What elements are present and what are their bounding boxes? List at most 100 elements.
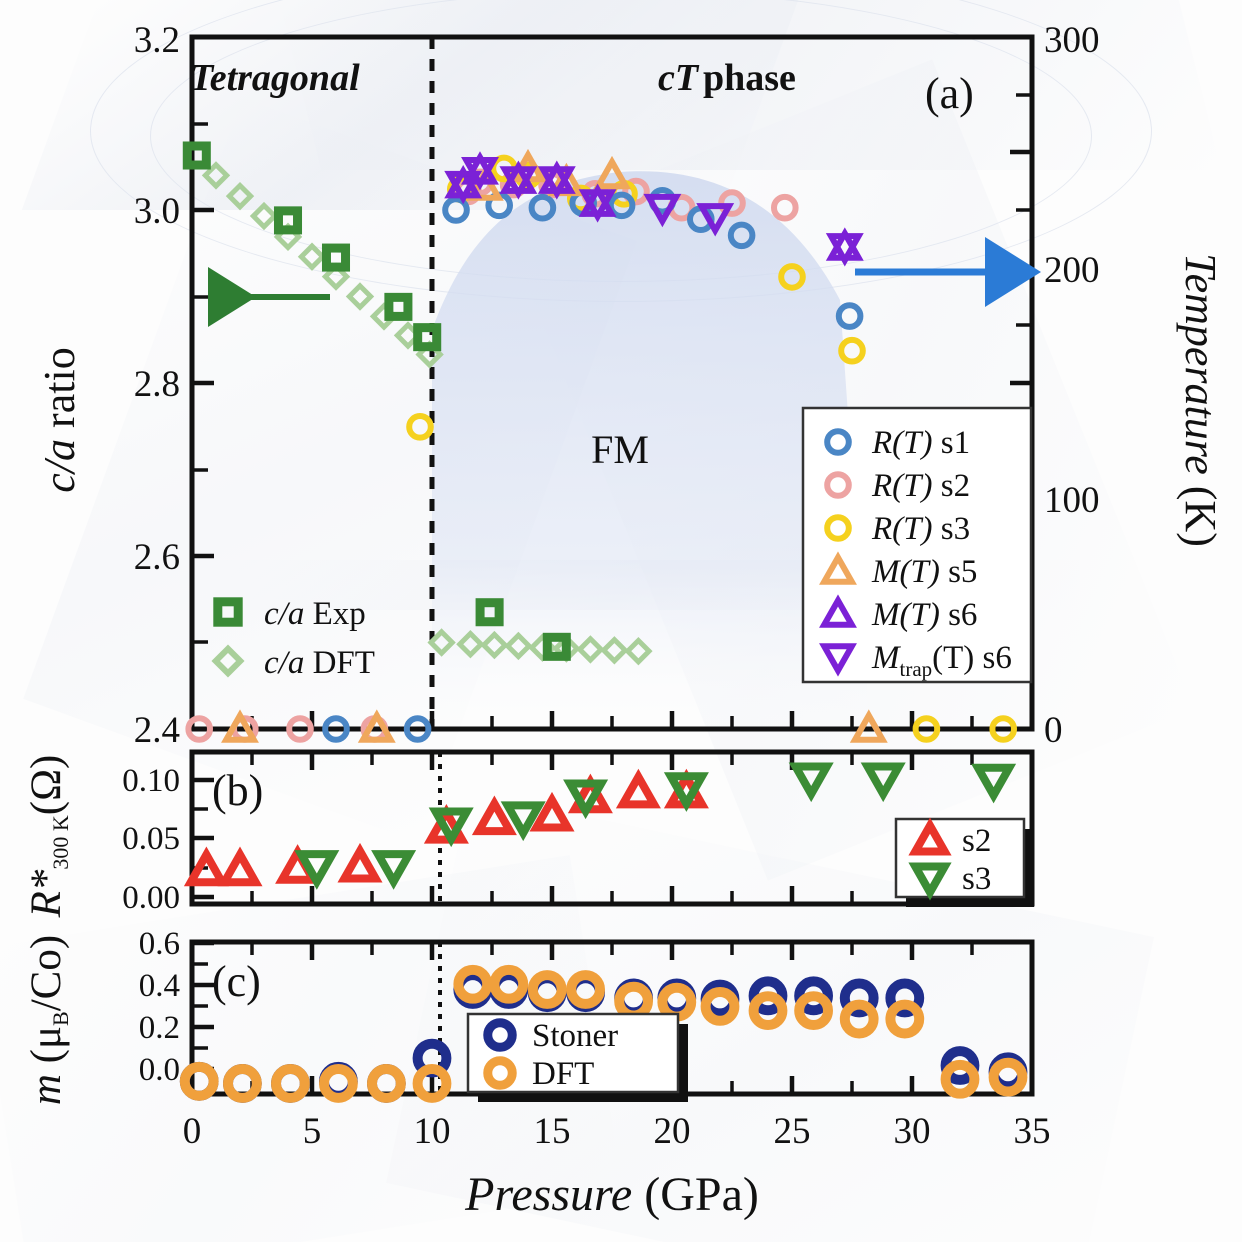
data-marker-triangle-up bbox=[615, 768, 661, 809]
data-marker-triangle-up bbox=[221, 709, 259, 743]
data-marker-circle bbox=[778, 263, 806, 291]
data-marker-triangle-down bbox=[537, 166, 576, 200]
panel-a-datapoints bbox=[182, 141, 1018, 743]
ytick-2-4: 2.4 bbox=[134, 710, 180, 751]
data-marker-diamond bbox=[600, 636, 629, 665]
legend-label: Stoner bbox=[532, 1018, 618, 1054]
svg-text:phase: phase bbox=[703, 57, 796, 99]
ytick-3-0: 3.0 bbox=[134, 191, 180, 232]
data-marker-circle bbox=[748, 991, 788, 1031]
data-marker-circle bbox=[527, 970, 567, 1009]
data-marker-triangle-down bbox=[578, 189, 617, 223]
panel-a-main-legend: R(T) s1 R(T) s2 R(T) s3 M(T) s5 M(T) s6 Mtrap… bbox=[801, 406, 1033, 684]
data-marker-triangle-up bbox=[183, 846, 229, 887]
data-marker-circle bbox=[223, 1064, 262, 1103]
data-marker-diamond bbox=[576, 635, 605, 664]
data-marker-triangle-up bbox=[819, 551, 857, 585]
ctick-04: 0.4 bbox=[139, 968, 180, 1004]
phase-label-ct: cT phase bbox=[658, 57, 796, 99]
legend-label: M(T) s6 bbox=[871, 597, 977, 633]
panel-a-ca-legend: c/a Exp c/a DFT bbox=[211, 596, 375, 681]
fm-region-label: FM bbox=[591, 427, 649, 472]
data-marker-circle bbox=[403, 715, 432, 743]
data-marker-circle bbox=[614, 981, 653, 1021]
svg-text:m (μB/Co): m (μB/Co) bbox=[23, 935, 73, 1105]
data-marker-circle bbox=[271, 1064, 310, 1103]
data-marker-diamond bbox=[225, 181, 255, 211]
data-marker-triangle-up bbox=[819, 594, 857, 628]
data-marker-circle bbox=[700, 986, 740, 1026]
data-marker-circle bbox=[286, 715, 314, 743]
data-marker-circle bbox=[794, 976, 833, 1016]
data-marker-diamond bbox=[624, 636, 653, 666]
data-marker-triangle-down bbox=[563, 779, 609, 820]
legend-label: R(T) s1 bbox=[871, 425, 970, 461]
data-marker-circle bbox=[885, 999, 925, 1039]
data-marker-circle bbox=[406, 413, 434, 441]
svg-text:Temperature (K): Temperature (K) bbox=[1176, 253, 1225, 547]
data-marker-circle bbox=[607, 191, 636, 220]
data-marker-circle bbox=[367, 1064, 406, 1103]
xtick-35: 35 bbox=[1014, 1111, 1051, 1152]
data-marker-triangle-down bbox=[819, 643, 857, 677]
data-marker-triangle-down bbox=[428, 807, 474, 848]
data-marker-diamond bbox=[480, 630, 509, 660]
data-marker-circle bbox=[940, 1046, 980, 1085]
legend-label: R(T) s3 bbox=[871, 511, 970, 547]
data-marker-circle bbox=[771, 193, 799, 222]
xtick-10: 10 bbox=[414, 1111, 451, 1152]
data-marker-square bbox=[321, 243, 351, 272]
data-marker-circle bbox=[319, 1064, 358, 1103]
data-marker-triangle-down bbox=[908, 862, 952, 901]
svg-text:R*300 K(Ω): R*300 K(Ω) bbox=[23, 755, 73, 919]
data-marker-diamond bbox=[297, 242, 327, 271]
data-marker-circle bbox=[824, 428, 852, 456]
panel-c-y-ticklabels: 0.0 0.2 0.4 0.6 bbox=[139, 926, 180, 1088]
xtick-25: 25 bbox=[774, 1111, 811, 1152]
panel-b-y-ticklabels: 0.00 0.05 0.10 bbox=[122, 763, 180, 916]
data-marker-circle bbox=[824, 471, 852, 499]
data-marker-circle bbox=[885, 978, 925, 1018]
data-marker-circle bbox=[566, 970, 605, 1009]
fm-dome-shading bbox=[432, 171, 870, 730]
xtick-15: 15 bbox=[534, 1111, 571, 1152]
data-marker-triangle-down bbox=[499, 166, 538, 200]
panel-b-label: (b) bbox=[212, 766, 263, 815]
data-marker-triangle-down bbox=[696, 203, 735, 237]
data-marker-circle bbox=[912, 715, 941, 743]
data-marker-circle bbox=[483, 1018, 517, 1052]
data-marker-circle bbox=[838, 336, 866, 365]
data-marker-circle bbox=[622, 177, 650, 206]
y2tick-300: 300 bbox=[1044, 20, 1100, 61]
data-marker-square bbox=[182, 141, 211, 170]
y2tick-200: 200 bbox=[1044, 250, 1100, 291]
data-marker-triangle-down bbox=[461, 156, 499, 191]
data-marker-diamond bbox=[321, 262, 351, 291]
x-ticklabels: 0 5 10 15 20 25 30 35 bbox=[183, 1111, 1051, 1152]
data-marker-circle bbox=[657, 982, 697, 1022]
data-marker-circle bbox=[989, 715, 1018, 743]
data-marker-circle bbox=[839, 999, 879, 1039]
data-marker-circle bbox=[412, 1064, 452, 1103]
data-marker-circle bbox=[940, 1059, 980, 1099]
data-marker-circle bbox=[794, 991, 833, 1031]
data-marker-circle bbox=[528, 193, 557, 222]
legend-label: c/a DFT bbox=[264, 645, 375, 681]
data-marker-diamond bbox=[504, 631, 533, 661]
data-marker-triangle-up bbox=[471, 795, 517, 836]
data-marker-diamond bbox=[201, 161, 231, 190]
data-marker-triangle-up bbox=[217, 846, 263, 887]
xtick-5: 5 bbox=[303, 1111, 322, 1152]
data-marker-triangle-up bbox=[849, 709, 888, 743]
panel-a-right-ticklabels: 0 100 200 300 bbox=[1044, 20, 1100, 751]
panel-c-y-ticks bbox=[192, 940, 214, 1072]
legend-label: c/a Exp bbox=[264, 596, 366, 632]
data-marker-circle bbox=[727, 221, 756, 250]
panel-a-left-ticklabels: 2.4 2.6 2.8 3.0 3.2 bbox=[134, 20, 180, 751]
data-marker-diamond bbox=[427, 628, 456, 657]
data-marker-circle bbox=[322, 715, 350, 743]
data-marker-square bbox=[542, 632, 571, 661]
